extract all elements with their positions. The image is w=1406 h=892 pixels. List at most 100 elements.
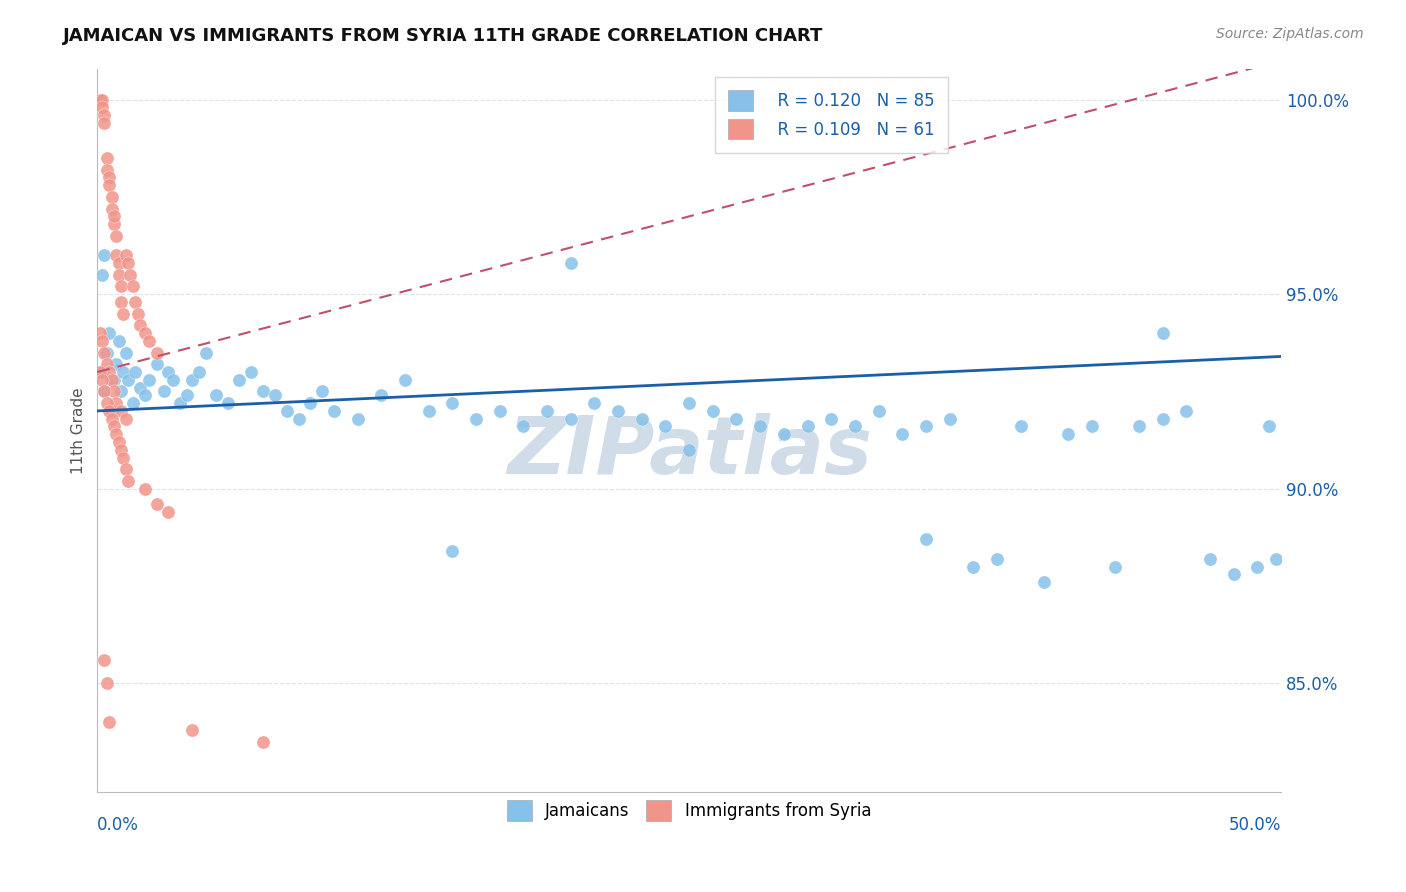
Point — [96, 676, 118, 690]
Point — [702, 404, 724, 418]
Point — [98, 178, 121, 193]
Point — [630, 411, 652, 425]
Point — [962, 559, 984, 574]
Point — [276, 404, 298, 418]
Point — [138, 334, 160, 348]
Point — [560, 256, 582, 270]
Point — [93, 653, 115, 667]
Point — [152, 384, 174, 399]
Text: 50.0%: 50.0% — [1229, 815, 1281, 834]
Point — [100, 404, 122, 418]
Point — [93, 384, 115, 399]
Point — [536, 404, 558, 418]
Text: 0.0%: 0.0% — [97, 815, 139, 834]
Point — [114, 248, 136, 262]
Point — [107, 268, 129, 282]
Point — [394, 373, 416, 387]
Point — [120, 268, 142, 282]
Point — [91, 373, 114, 387]
Point — [583, 396, 606, 410]
Legend: Jamaicans, Immigrants from Syria: Jamaicans, Immigrants from Syria — [501, 794, 877, 828]
Point — [1222, 567, 1244, 582]
Point — [98, 404, 121, 418]
Point — [91, 268, 114, 282]
Point — [89, 93, 111, 107]
Point — [96, 357, 118, 371]
Point — [105, 248, 128, 262]
Point — [157, 365, 180, 379]
Point — [107, 435, 129, 450]
Point — [112, 365, 135, 379]
Point — [370, 388, 392, 402]
Point — [195, 345, 218, 359]
Point — [938, 411, 960, 425]
Text: ZIPatlas: ZIPatlas — [506, 413, 872, 491]
Point — [418, 404, 440, 418]
Point — [134, 326, 156, 340]
Point — [96, 345, 118, 359]
Point — [121, 396, 143, 410]
Point — [323, 404, 346, 418]
Point — [98, 326, 121, 340]
Point — [91, 100, 114, 114]
Text: JAMAICAN VS IMMIGRANTS FROM SYRIA 11TH GRADE CORRELATION CHART: JAMAICAN VS IMMIGRANTS FROM SYRIA 11TH G… — [63, 27, 824, 45]
Point — [145, 345, 167, 359]
Point — [91, 93, 114, 107]
Point — [103, 419, 125, 434]
Point — [252, 384, 274, 399]
Point — [1199, 551, 1222, 566]
Point — [127, 307, 149, 321]
Point — [105, 357, 128, 371]
Point — [311, 384, 333, 399]
Point — [103, 384, 125, 399]
Point — [124, 295, 146, 310]
Point — [157, 505, 180, 519]
Point — [110, 279, 132, 293]
Point — [252, 734, 274, 748]
Point — [725, 411, 748, 425]
Point — [796, 419, 818, 434]
Point — [93, 116, 115, 130]
Point — [1175, 404, 1198, 418]
Point — [188, 365, 211, 379]
Point — [91, 365, 114, 379]
Point — [134, 388, 156, 402]
Point — [169, 396, 191, 410]
Point — [1246, 559, 1268, 574]
Point — [145, 497, 167, 511]
Point — [121, 279, 143, 293]
Point — [844, 419, 866, 434]
Point — [110, 295, 132, 310]
Point — [103, 373, 125, 387]
Point — [93, 108, 115, 122]
Point — [228, 373, 250, 387]
Point — [117, 474, 139, 488]
Point — [181, 723, 204, 737]
Point — [93, 248, 115, 262]
Point — [110, 404, 132, 418]
Point — [96, 396, 118, 410]
Point — [98, 365, 121, 379]
Point — [103, 217, 125, 231]
Point — [98, 715, 121, 730]
Point — [112, 307, 135, 321]
Point — [100, 190, 122, 204]
Point — [1258, 419, 1281, 434]
Point — [891, 427, 914, 442]
Point — [176, 388, 198, 402]
Point — [299, 396, 322, 410]
Point — [820, 411, 842, 425]
Point — [654, 419, 676, 434]
Point — [117, 256, 139, 270]
Point — [98, 170, 121, 185]
Text: Source: ZipAtlas.com: Source: ZipAtlas.com — [1216, 27, 1364, 41]
Point — [749, 419, 772, 434]
Point — [114, 411, 136, 425]
Point — [560, 411, 582, 425]
Point — [488, 404, 510, 418]
Point — [129, 381, 152, 395]
Point — [114, 345, 136, 359]
Point — [117, 373, 139, 387]
Point — [105, 228, 128, 243]
Point — [1152, 411, 1174, 425]
